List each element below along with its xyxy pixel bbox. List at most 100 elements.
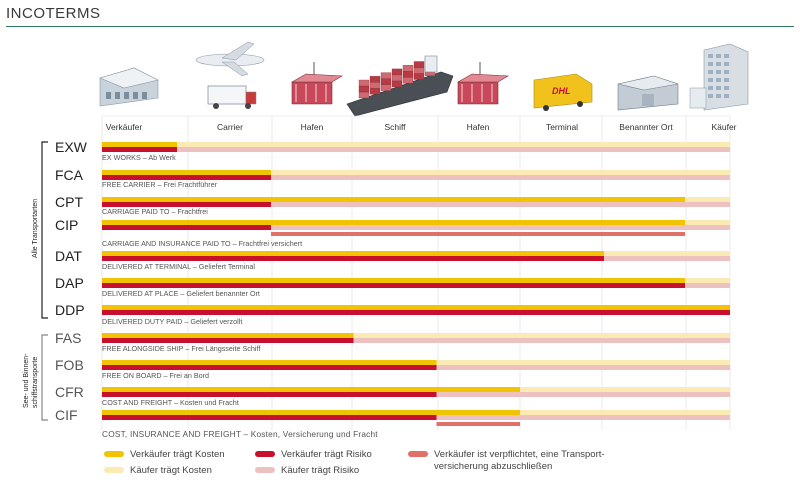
legend-item: Käufer trägt Risiko	[255, 465, 359, 476]
legend-swatch	[104, 467, 124, 473]
stage-label: Benannter Ort	[619, 122, 673, 132]
seller-cost-bar	[102, 333, 354, 338]
bracket-line	[41, 141, 48, 319]
shape	[402, 71, 414, 78]
buyer-cost-bar	[102, 170, 730, 175]
shape	[642, 94, 654, 106]
shape	[207, 85, 247, 105]
legend-label: Verkäufer trägt Risiko	[281, 449, 372, 460]
incoterm-row-cip: CIP CARRIAGE AND INSURANCE PAID TO – Frac…	[55, 217, 730, 248]
shape	[142, 92, 147, 99]
seller-cost-bar	[102, 220, 685, 225]
incoterm-description: FREE CARRIER – Frei Frachtführer	[102, 180, 218, 189]
shape	[221, 61, 249, 77]
incoterm-description: EX WORKS – Ab Werk	[102, 153, 176, 162]
shape	[543, 105, 549, 111]
shape	[716, 54, 721, 58]
incoterm-row-dat: DAT DELIVERED AT TERMINAL – Geliefert Ter…	[55, 248, 730, 271]
shape	[133, 92, 138, 99]
incoterm-row-cif: CIF COST, INSURANCE AND FREIGHT – Kosten,…	[55, 407, 730, 439]
incoterm-code: FOB	[55, 357, 84, 373]
dhl-van-icon: DHL	[533, 73, 593, 111]
seller-cost-bar	[102, 305, 730, 310]
legend-swatch	[104, 451, 124, 457]
shape	[99, 67, 159, 89]
group-label: Alle Transportarten	[32, 199, 39, 258]
buyer-cost-bar	[102, 142, 730, 147]
legend-label: Käufer trägt Kosten	[130, 465, 212, 476]
incoterm-description: COST, INSURANCE AND FREIGHT – Kosten, Ve…	[102, 429, 378, 439]
plane-truck-icon	[195, 41, 265, 109]
stage-label: Carrier	[217, 122, 243, 132]
seller-cost-bar	[102, 410, 520, 415]
shape	[369, 82, 381, 89]
shape	[413, 61, 425, 68]
legend-item: Verkäufer trägt Kosten	[104, 449, 225, 460]
shape	[716, 62, 721, 66]
shape	[380, 72, 392, 79]
incoterm-code: DAT	[55, 248, 82, 264]
incoterm-code: CPT	[55, 194, 83, 210]
shape	[245, 91, 257, 105]
incoterm-row-cpt: CPT CARRIAGE PAID TO – Frachtfrei	[55, 194, 730, 216]
stage-icons: DHL	[99, 41, 749, 117]
incoterm-row-ddp: DDP DELIVERED DUTY PAID – Geliefert verzo…	[55, 302, 730, 326]
seller-risk-bar	[102, 256, 604, 261]
shape	[716, 70, 721, 74]
group-brackets: Alle Transportarten See- und Binnen-schif…	[23, 141, 48, 421]
incoterm-description: DELIVERED AT TERMINAL – Geliefert Termin…	[102, 262, 255, 271]
shape	[402, 65, 414, 72]
shape	[716, 94, 721, 98]
buyer-risk-bar	[102, 147, 730, 152]
port-crane-icon	[290, 62, 343, 105]
legend-label: Käufer trägt Risiko	[281, 465, 359, 476]
shape	[346, 71, 454, 117]
building-icon	[689, 43, 749, 111]
insurance-bar	[436, 422, 520, 426]
buyer-risk-bar	[102, 338, 730, 343]
incoterm-row-exw: EXW EX WORKS – Ab Werk	[55, 139, 730, 162]
seller-cost-bar	[102, 142, 177, 147]
incoterm-code: CFR	[55, 384, 84, 400]
shape	[708, 86, 713, 90]
incoterm-description: DELIVERED AT PLACE – Geliefert benannter…	[102, 289, 260, 298]
shape	[213, 103, 219, 109]
shape	[402, 77, 414, 84]
buyer-risk-bar	[102, 175, 730, 180]
shape	[391, 68, 403, 76]
seller-cost-bar	[102, 197, 685, 202]
shape	[106, 92, 111, 99]
seller-risk-bar	[102, 225, 271, 230]
incoterm-description: DELIVERED DUTY PAID – Geliefert verzollt	[102, 317, 242, 326]
group-bracket-sea-transport: See- und Binnen-schiffstransporte	[23, 334, 48, 421]
seller-risk-bar	[102, 147, 177, 152]
buyer-risk-bar	[102, 225, 730, 230]
stage-label: Käufer	[711, 122, 736, 132]
legend-swatch	[255, 451, 275, 457]
incoterm-code: EXW	[55, 139, 88, 155]
seller-risk-bar	[102, 283, 685, 288]
incoterm-code: DAP	[55, 275, 84, 291]
incoterm-row-cfr: CFR COST AND FREIGHT – Kosten und Fracht	[55, 384, 730, 407]
title-underline	[6, 26, 794, 27]
shape	[115, 92, 120, 99]
incoterm-code: DDP	[55, 302, 85, 318]
shape	[724, 54, 729, 58]
seller-cost-bar	[102, 278, 685, 283]
legend: Verkäufer trägt Kosten Käufer trägt Koste…	[104, 449, 605, 476]
legend-item: Verkäufer ist verpflichtet, eine Transpo…	[408, 449, 605, 472]
shape	[533, 73, 593, 109]
stage-label: Verkäufer	[106, 122, 143, 132]
shape	[245, 103, 251, 109]
shape	[689, 87, 707, 109]
shape	[708, 70, 713, 74]
seller-risk-bar	[102, 338, 354, 343]
stage-dividers	[101, 115, 731, 430]
seller-cost-bar	[102, 360, 437, 365]
group-label: See- und Binnen-	[23, 353, 30, 408]
shape	[290, 73, 343, 83]
shape	[716, 86, 721, 90]
shape	[413, 67, 425, 74]
shape	[617, 75, 679, 91]
seller-cost-bar	[102, 251, 604, 256]
